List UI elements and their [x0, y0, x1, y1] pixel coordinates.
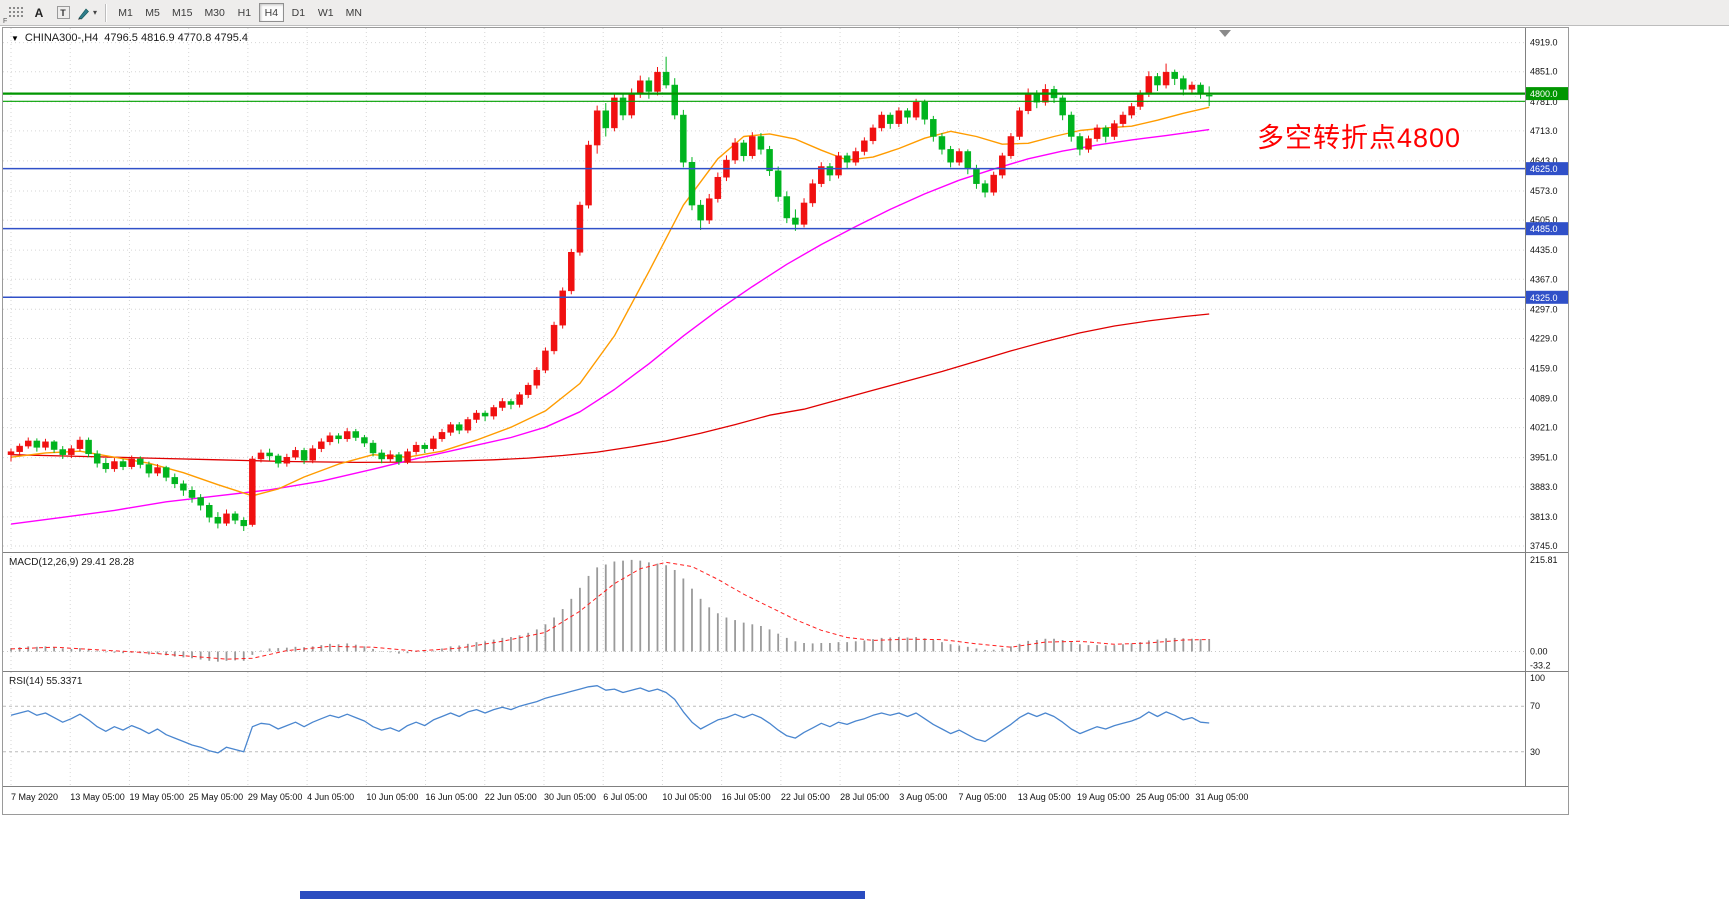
label-tool-button[interactable]: A: [34, 5, 44, 20]
timeframe-m15-button[interactable]: M15: [172, 6, 193, 19]
annotation-text[interactable]: 多空转折点4800: [1257, 123, 1462, 153]
f-tag-label: F: [3, 17, 8, 25]
svg-text:6 Jul 05:00: 6 Jul 05:00: [603, 792, 647, 802]
timeframe-mn-button[interactable]: MN: [345, 6, 362, 19]
pen-icon: [77, 8, 89, 20]
chart-dropdown-icon[interactable]: ▼: [11, 33, 19, 43]
svg-text:30 Jun 05:00: 30 Jun 05:00: [544, 792, 596, 802]
svg-text:4800.0: 4800.0: [1530, 89, 1558, 99]
svg-text:16 Jul 05:00: 16 Jul 05:00: [722, 792, 771, 802]
price-chart-canvas[interactable]: 7 May 2020 13 May 05:00 19 May 05:00 25 May…: [3, 28, 1568, 814]
svg-text:-33.2: -33.2: [1530, 661, 1551, 671]
svg-text:4159.0: 4159.0: [1530, 363, 1558, 373]
svg-text:19 Aug 05:00: 19 Aug 05:00: [1077, 792, 1130, 802]
svg-text:31 Aug 05:00: 31 Aug 05:00: [1195, 792, 1248, 802]
svg-text:4297.0: 4297.0: [1530, 304, 1558, 314]
svg-text:3951.0: 3951.0: [1530, 453, 1558, 463]
svg-text:30: 30: [1530, 747, 1540, 757]
svg-text:4089.0: 4089.0: [1530, 393, 1558, 403]
svg-text:4643.0: 4643.0: [1530, 156, 1558, 166]
svg-text:29 May 05:00: 29 May 05:00: [248, 792, 303, 802]
svg-text:16 Jun 05:00: 16 Jun 05:00: [426, 792, 478, 802]
svg-text:13 Aug 05:00: 13 Aug 05:00: [1018, 792, 1071, 802]
grid-icon[interactable]: F: [3, 3, 26, 25]
timeframe-d1-button[interactable]: D1: [291, 6, 306, 19]
chart-ohlc-values: 4796.5 4816.9 4770.8 4795.4: [104, 32, 249, 44]
svg-text:28 Jul 05:00: 28 Jul 05:00: [840, 792, 889, 802]
svg-text:25 Aug 05:00: 25 Aug 05:00: [1136, 792, 1189, 802]
chart-symbol-period: CHINA300-,H4: [24, 32, 99, 44]
svg-text:4485.0: 4485.0: [1530, 224, 1558, 234]
chevron-down-icon: ▾: [92, 8, 97, 17]
timeframe-w1-button[interactable]: W1: [317, 6, 334, 19]
svg-text:3 Aug 05:00: 3 Aug 05:00: [899, 792, 947, 802]
macd-label: MACD(12,26,9) 29.41 28.28: [9, 557, 135, 568]
svg-text:22 Jun 05:00: 22 Jun 05:00: [485, 792, 537, 802]
svg-text:4021.0: 4021.0: [1530, 423, 1558, 433]
timeframe-m5-button[interactable]: M5: [145, 6, 160, 19]
svg-text:4505.0: 4505.0: [1530, 215, 1558, 225]
chart-window: 7 May 2020 13 May 05:00 19 May 05:00 25 May…: [2, 27, 1569, 815]
timeframe-h1-button[interactable]: H1: [237, 6, 252, 19]
svg-text:4229.0: 4229.0: [1530, 333, 1558, 343]
svg-text:25 May 05:00: 25 May 05:00: [189, 792, 244, 802]
svg-text:70: 70: [1530, 701, 1540, 711]
background-window-strip: [300, 891, 865, 899]
svg-text:0.00: 0.00: [1530, 646, 1548, 656]
svg-text:3883.0: 3883.0: [1530, 482, 1558, 492]
chart-title: ▼ CHINA300-,H4 4796.5 4816.9 4770.8 4795…: [11, 32, 248, 44]
svg-text:7 May 2020: 7 May 2020: [11, 792, 58, 802]
svg-text:3813.0: 3813.0: [1530, 512, 1558, 522]
svg-text:4 Jun 05:00: 4 Jun 05:00: [307, 792, 354, 802]
svg-text:4573.0: 4573.0: [1530, 186, 1558, 196]
toolbar-separator: [105, 3, 106, 22]
svg-text:4325.0: 4325.0: [1530, 293, 1558, 303]
svg-text:10 Jun 05:00: 10 Jun 05:00: [366, 792, 418, 802]
grid-icon-glyph: [8, 6, 23, 17]
rsi-label: RSI(14) 55.3371: [9, 676, 83, 687]
svg-text:4919.0: 4919.0: [1530, 38, 1558, 48]
svg-text:13 May 05:00: 13 May 05:00: [70, 792, 125, 802]
text-tool-glyph: T: [56, 6, 70, 19]
svg-text:4625.0: 4625.0: [1530, 164, 1558, 174]
draw-tool-dropdown[interactable]: ▾: [76, 3, 98, 23]
timeframe-m30-button[interactable]: M30: [204, 6, 225, 19]
svg-text:215.81: 215.81: [1530, 555, 1558, 565]
timeframe-h4-button[interactable]: H4: [258, 3, 284, 22]
svg-text:100: 100: [1530, 673, 1545, 683]
toolbar: F A T ▾ M1 M5 M15 M30 H1 H4 D1 W1 MN: [0, 0, 1729, 26]
svg-text:7 Aug 05:00: 7 Aug 05:00: [959, 792, 1007, 802]
svg-text:10 Jul 05:00: 10 Jul 05:00: [662, 792, 711, 802]
svg-text:3745.0: 3745.0: [1530, 541, 1558, 551]
svg-text:4713.0: 4713.0: [1530, 126, 1558, 136]
svg-text:4851.0: 4851.0: [1530, 67, 1558, 77]
timeframe-m1-button[interactable]: M1: [118, 6, 133, 19]
svg-text:22 Jul 05:00: 22 Jul 05:00: [781, 792, 830, 802]
svg-text:4367.0: 4367.0: [1530, 274, 1558, 284]
svg-text:4435.0: 4435.0: [1530, 245, 1558, 255]
svg-text:4781.0: 4781.0: [1530, 97, 1558, 107]
text-tool-button[interactable]: T: [52, 3, 74, 23]
svg-text:19 May 05:00: 19 May 05:00: [129, 792, 184, 802]
